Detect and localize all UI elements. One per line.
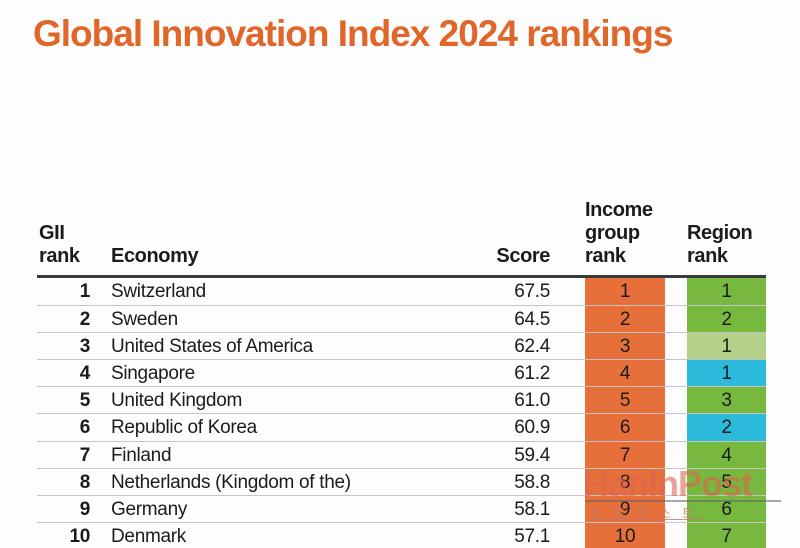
economy-name: Finland	[111, 444, 172, 466]
gii-rank-value: 10	[69, 525, 90, 547]
score-value: 62.4	[514, 336, 550, 358]
income-header-line2: group	[585, 222, 640, 244]
region-rank-cell: 2	[687, 414, 766, 441]
gii-rank-value: 5	[79, 390, 91, 412]
region-rank-column-header: Region rank	[687, 222, 753, 268]
gii-rank-header-line2: rank	[39, 245, 80, 267]
score-value: 61.0	[514, 390, 550, 412]
gii-rank-value: 9	[79, 498, 91, 520]
income-group-rank-cell: 2	[585, 306, 665, 333]
economy-name: United States of America	[111, 336, 313, 358]
region-rank-cell: 7	[687, 522, 766, 548]
score-value: 67.5	[514, 281, 550, 302]
economy-name: Singapore	[111, 363, 195, 385]
region-rank-cell: 2	[687, 306, 766, 333]
income-group-rank-cell: 7	[585, 441, 665, 468]
table-row: 10 Denmark 57.1 10 7	[37, 521, 766, 548]
table-row: 5 United Kingdom 61.0 5 3	[37, 386, 766, 414]
gii-rank-value: 6	[79, 417, 91, 439]
table-row: 7 Finland 59.4 7 4	[37, 440, 766, 468]
table-row: 6 Republic of Korea 60.9 6 2	[37, 413, 766, 441]
table-rows: 1 Switzerland 67.5 1 1 2 Sweden 64.5 2 2…	[37, 278, 766, 548]
income-group-rank-cell: 4	[585, 360, 665, 387]
gii-rank-value: 1	[79, 281, 91, 302]
income-group-rank-cell: 3	[585, 333, 665, 360]
score-value: 58.1	[514, 498, 550, 520]
income-group-rank-cell: 1	[585, 278, 665, 306]
region-rank-cell: 3	[687, 387, 766, 414]
economy-name: Republic of Korea	[111, 417, 257, 439]
gii-rank-header-line1: GII	[39, 222, 65, 244]
region-rank-cell: 1	[687, 333, 766, 360]
gii-rank-value: 3	[79, 336, 91, 358]
score-value: 59.4	[514, 444, 550, 466]
table-row: 1 Switzerland 67.5 1 1	[37, 278, 766, 306]
gii-rank-value: 2	[79, 309, 91, 331]
gii-rank-value: 4	[79, 363, 91, 385]
income-group-rank-cell: 10	[585, 522, 665, 548]
table-row: 2 Sweden 64.5 2 2	[37, 305, 766, 333]
economy-name: Sweden	[111, 309, 178, 331]
income-group-rank-cell: 5	[585, 387, 665, 414]
score-value: 57.1	[514, 525, 550, 547]
economy-column-header: Economy	[111, 245, 199, 267]
table-row: 3 United States of America 62.4 3 1	[37, 332, 766, 360]
income-group-rank-cell: 6	[585, 414, 665, 441]
header-divider	[37, 275, 766, 278]
gii-rank-column-header: GII rank	[39, 222, 80, 268]
score-value: 58.8	[514, 471, 550, 493]
income-group-rank-column-header: Income group rank	[585, 199, 653, 268]
region-rank-cell: 5	[687, 468, 766, 495]
gii-rank-value: 7	[79, 444, 91, 466]
income-header-line1: Income	[585, 199, 653, 221]
economy-name: Denmark	[111, 525, 186, 547]
score-value: 61.2	[514, 363, 550, 385]
economy-name: Germany	[111, 498, 188, 520]
region-rank-cell: 1	[687, 360, 766, 387]
gii-rank-value: 8	[79, 471, 91, 493]
page-title: Global Innovation Index 2024 rankings	[33, 13, 673, 54]
table-row: 8 Netherlands (Kingdom of the) 58.8 8 5	[37, 467, 766, 495]
income-group-rank-cell: 9	[585, 495, 665, 522]
score-column-header: Score	[496, 245, 550, 267]
economy-name: Switzerland	[111, 281, 206, 302]
economy-name: United Kingdom	[111, 390, 242, 412]
table-row: 4 Singapore 61.2 4 1	[37, 359, 766, 387]
score-value: 64.5	[514, 309, 550, 331]
region-rank-cell: 4	[687, 441, 766, 468]
region-header-line2: rank	[687, 245, 728, 267]
table-row: 9 Germany 58.1 9 6	[37, 494, 766, 522]
score-value: 60.9	[514, 417, 550, 439]
economy-name: Netherlands (Kingdom of the)	[111, 471, 351, 493]
region-header-line1: Region	[687, 222, 753, 244]
region-rank-cell: 1	[687, 278, 766, 306]
income-header-line3: rank	[585, 245, 626, 267]
region-rank-cell: 6	[687, 495, 766, 522]
income-group-rank-cell: 8	[585, 468, 665, 495]
